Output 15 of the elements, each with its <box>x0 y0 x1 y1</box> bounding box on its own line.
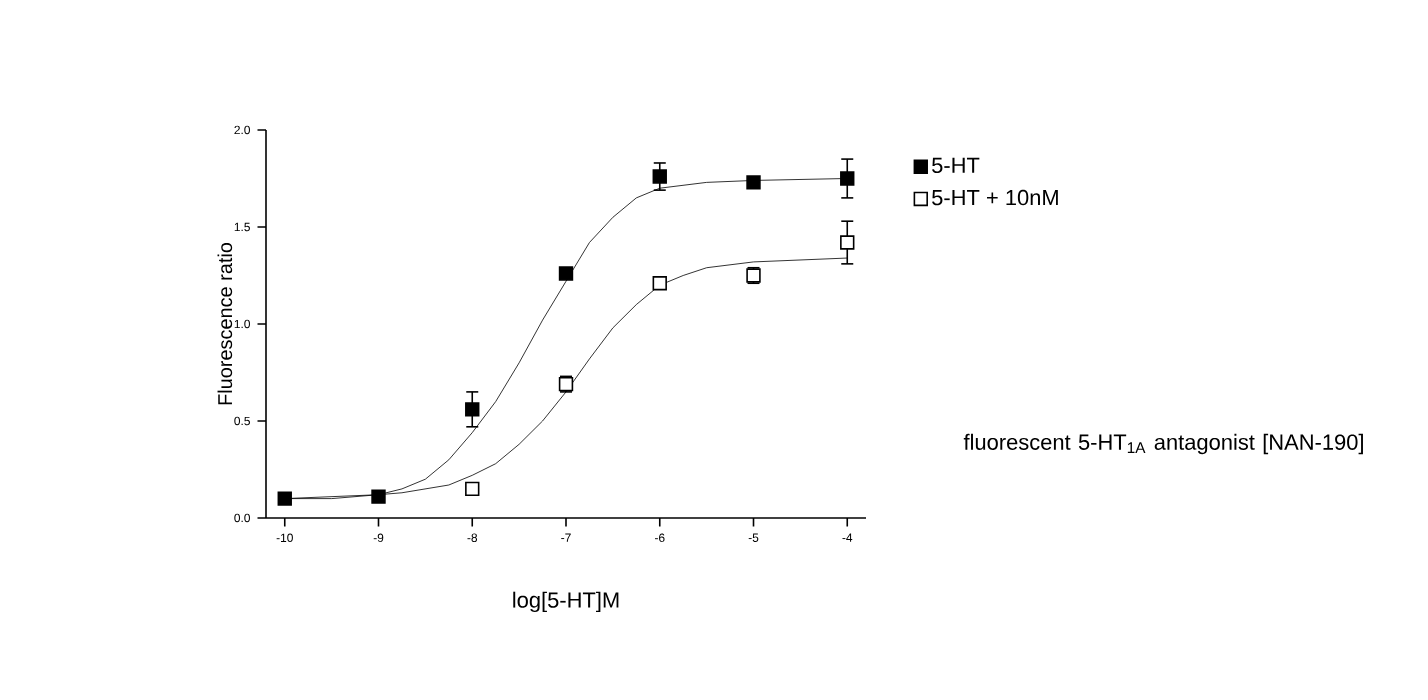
legend-label: 5-HT + 10nM <box>932 189 1058 206</box>
legend-label: 5-HT <box>932 157 980 174</box>
text: fluorescent 5-HT$_{1A}$ antagonist [NAN-190] <box>963 433 1363 455</box>
point <box>371 489 386 504</box>
point <box>746 175 761 190</box>
x-axis-title: log[5-HT]M <box>513 591 619 613</box>
y-axis-title: Fluorescence ratio <box>217 242 233 405</box>
point <box>465 402 480 417</box>
point <box>840 171 855 186</box>
point <box>465 481 480 497</box>
point <box>652 169 667 184</box>
point <box>558 266 574 281</box>
point <box>277 491 292 506</box>
point <box>840 235 855 250</box>
point <box>652 276 667 291</box>
